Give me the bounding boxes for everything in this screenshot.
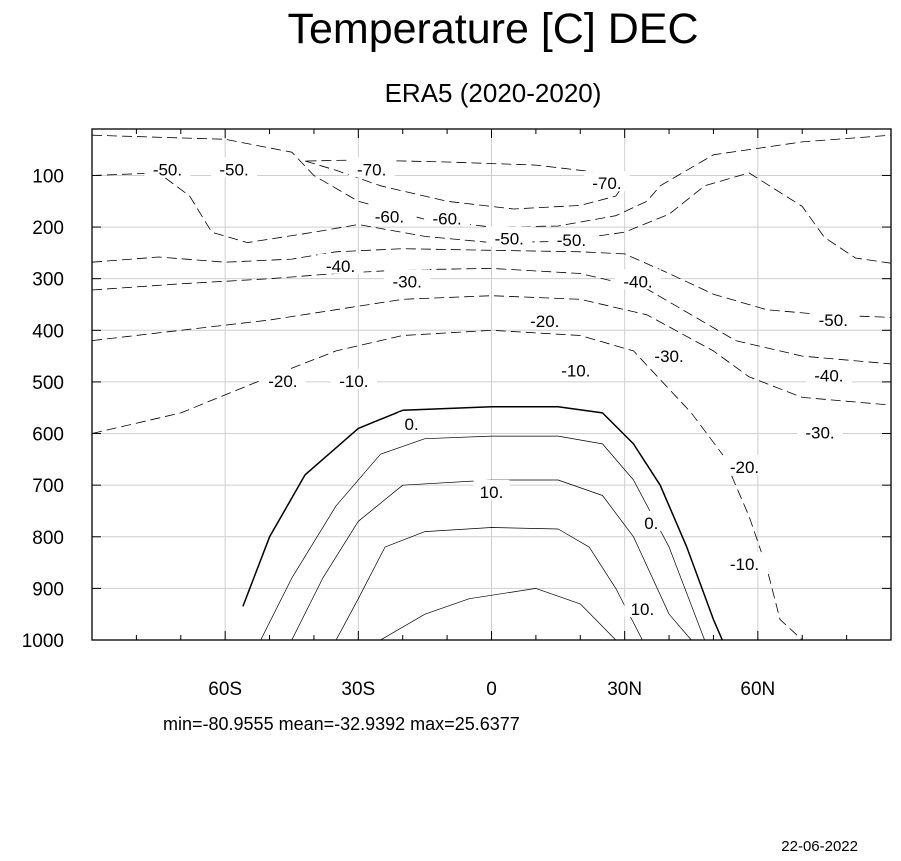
contour-label: 0. [405, 415, 419, 434]
contour-label: -20. [268, 372, 297, 391]
x-tick-label: 30S [341, 679, 375, 700]
contour-label-bg [548, 227, 595, 248]
y-tick-label: 900 [32, 579, 64, 600]
contour-label: 10. [631, 600, 655, 619]
y-tick-label: 700 [32, 476, 64, 497]
y-tick-label: 200 [32, 218, 64, 239]
contour-label-bg [384, 269, 431, 290]
contour-label-bg [796, 420, 843, 441]
chart-subtitle: ERA5 (2020-2020) [385, 78, 602, 108]
contour-label: -10. [561, 362, 590, 381]
y-axis-ticks: 100 200 300 400 500 600 700 800 900 1000 [22, 166, 891, 652]
y-tick-label: 500 [32, 373, 64, 394]
contour-label-bg [521, 309, 568, 330]
x-tick-label: 0 [486, 679, 497, 700]
contour-label-bg [330, 368, 377, 389]
contour-label: -50. [153, 160, 182, 179]
y-tick-label: 400 [32, 321, 64, 342]
contour-label-bg [398, 412, 425, 433]
contour-label-bg [721, 552, 768, 573]
contour-label: -70. [592, 174, 621, 193]
contour-label-bg [624, 597, 661, 618]
contour-label: -30. [654, 347, 683, 366]
contour-line [242, 405, 723, 641]
contour-line [291, 479, 692, 641]
contour-line [260, 435, 705, 641]
contour-label-bg [424, 206, 471, 227]
contour-label-bg [348, 157, 395, 178]
x-tick-label: 60S [208, 679, 242, 700]
contour-label: -50. [819, 311, 848, 330]
contour-line [91, 248, 892, 318]
contour-line [91, 268, 892, 365]
grid-lines [92, 129, 891, 640]
contour-label-bg [552, 358, 599, 379]
date-stamp: 22-06-2022 [781, 838, 858, 855]
y-tick-label: 1000 [22, 631, 64, 652]
y-tick-label: 600 [32, 425, 64, 446]
contour-label: -10. [730, 555, 759, 574]
contour-label: -50. [495, 229, 524, 248]
contour-line [380, 588, 617, 641]
chart-title: Temperature [C] DEC [287, 5, 698, 53]
y-tick-label: 300 [32, 270, 64, 291]
contour-label: -10. [339, 372, 368, 391]
contour-label: 0. [644, 514, 658, 533]
contour-label-bg [810, 307, 857, 328]
contour-label-bg [721, 455, 768, 476]
contour-label: -20. [730, 458, 759, 477]
contour-label: -50. [219, 160, 248, 179]
contour-labels: -50. -50. -70. -70. -60. -60. -50. -50. -40. -30.… [144, 157, 857, 619]
contour-label: -40. [814, 367, 843, 386]
contour-label-bg [211, 157, 258, 178]
y-tick-label: 100 [32, 166, 64, 187]
contour-label-bg [259, 368, 306, 389]
contour-label-bg [144, 157, 191, 178]
contour-label: -60. [432, 209, 461, 228]
y-tick-label: 800 [32, 528, 64, 549]
x-axis-ticks: 60S 30S 0 30N 60N [135, 129, 848, 700]
contour-label: 10. [480, 483, 504, 502]
contour-label-bg [638, 510, 665, 531]
contour-line [304, 159, 626, 210]
contour-label-bg [614, 269, 661, 290]
contour-label-bg [366, 204, 413, 225]
contour-label: -60. [375, 208, 404, 227]
contour-label: -40. [623, 272, 652, 291]
contour-label: -20. [530, 312, 559, 331]
contour-label: -30. [805, 424, 834, 443]
contour-label: -30. [393, 272, 422, 291]
contour-label-bg [805, 363, 852, 384]
contour-label-bg [486, 226, 533, 247]
x-tick-label: 30N [607, 679, 642, 700]
contour-label-bg [646, 344, 693, 365]
contour-label-bg [317, 253, 364, 274]
contour-label: -40. [326, 257, 355, 276]
contour-label-bg [583, 171, 630, 192]
contour-label: -50. [557, 231, 586, 250]
x-tick-label: 60N [740, 679, 775, 700]
contour-label-bg [473, 479, 510, 500]
stats-line: min=-80.9555 mean=-32.9392 max=25.6377 [163, 714, 520, 734]
contour-label: -70. [357, 160, 386, 179]
contour-line [335, 527, 643, 641]
